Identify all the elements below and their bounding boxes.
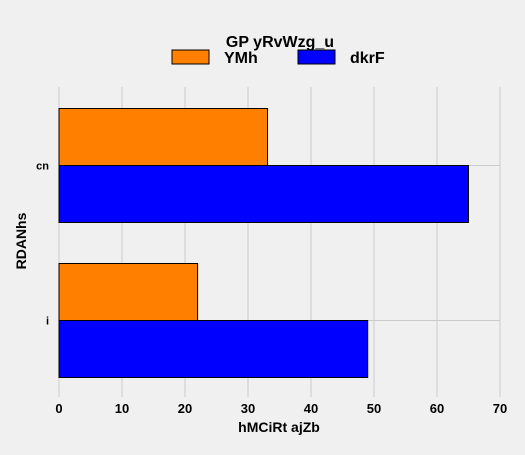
x-tick-label: 20: [178, 401, 192, 416]
x-tick-label: 70: [493, 401, 507, 416]
x-axis-ticks: 0 10 20 30 40 50 60 70: [55, 401, 507, 416]
x-tick-label: 50: [367, 401, 381, 416]
x-axis-label: hMCiRt ajZb: [238, 419, 320, 435]
chart-title: GP yRvWzg_u: [226, 34, 334, 51]
bar-dkrF-i: [58, 320, 369, 378]
x-tick-label: 0: [55, 401, 62, 416]
bars: [58, 108, 469, 378]
bar-YMh-cn: [58, 108, 269, 166]
y-axis-ticks: cn i: [36, 161, 49, 328]
legend-label: dkrF: [350, 50, 385, 67]
legend-swatch: [297, 49, 336, 65]
x-tick-label: 10: [115, 401, 129, 416]
y-tick-label: i: [46, 316, 49, 328]
y-tick-label: cn: [36, 161, 49, 173]
y-axis-label: RDANhs: [13, 212, 29, 269]
legend-swatch: [171, 49, 210, 65]
legend-label: YMh: [224, 50, 258, 67]
x-tick-label: 30: [241, 401, 255, 416]
x-tick-label: 60: [430, 401, 444, 416]
x-tick-label: 40: [304, 401, 318, 416]
legend: YMh dkrF: [171, 49, 385, 67]
bar-YMh-i: [58, 263, 199, 321]
bar-dkrF-cn: [58, 165, 469, 223]
